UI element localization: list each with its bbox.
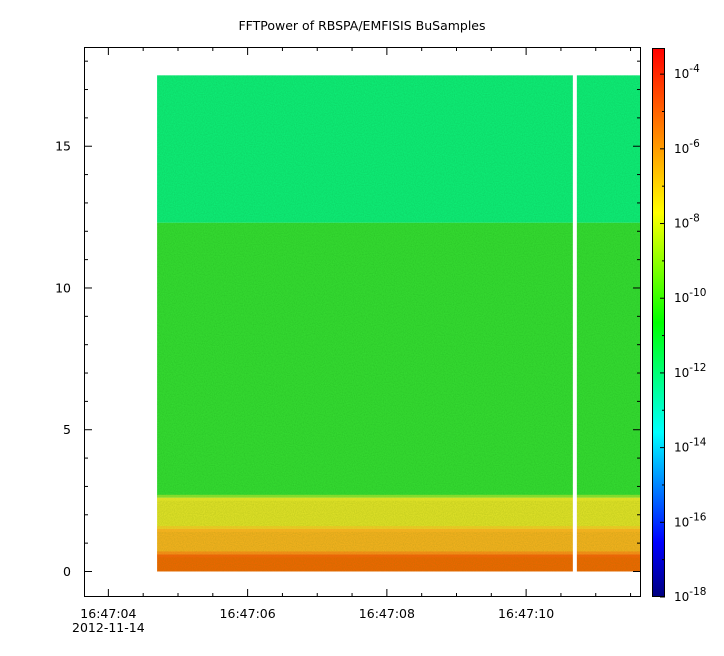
colorbar-tick-label: 10-18 [674,586,706,604]
x-tick-label: 16:47:06 [220,606,276,621]
colorbar-gradient [652,48,665,597]
colorbar-tick-label: 10-8 [674,213,700,231]
plot-frame [84,47,641,597]
x-tick-label: 16:47:08 [359,606,415,621]
spectrogram-band-0 [157,75,641,223]
colorbar: 10-18 10-16 10-14 10-12 10-10 10-8 10-6 10-4 [652,48,707,604]
x-tick-label: 16:47:04 [80,606,136,621]
colorbar-tick-label: 10-12 [674,362,706,380]
spectrogram-heatmap [157,74,641,573]
y-tick-label: 5 [63,422,71,437]
spectrogram-band-blend-0 [157,494,641,501]
data-gap [572,74,577,573]
colorbar-tick-label: 10-10 [674,287,706,305]
spectrogram-band-1 [157,222,641,498]
spectrogram-band-2 [157,497,641,529]
chart-title: FFTPower of RBSPA/EMFISIS BuSamples [238,18,485,33]
y-tick-label: 15 [55,139,71,154]
spectrogram-band-3 [157,528,641,555]
y-axis: 0 5 10 15 [55,60,641,579]
y-tick-label: 0 [63,564,71,579]
spectrogram-band-4 [157,554,641,572]
spectrogram-band-blend-1 [157,525,641,532]
colorbar-tick-label: 10-4 [674,63,700,81]
colorbar-frame [652,48,665,597]
x-tick-label: 16:47:10 [498,606,554,621]
x-axis-date-label: 2012-11-14 [72,620,145,635]
y-tick-label: 10 [55,280,71,295]
colorbar-tick-label: 10-14 [674,437,707,455]
spectrogram-band-blend-2 [157,551,641,558]
x-axis: 16:47:04 16:47:06 16:47:08 16:47:10 [80,47,632,621]
colorbar-tick-label: 10-16 [674,511,707,529]
colorbar-tick-label: 10-6 [674,138,700,156]
